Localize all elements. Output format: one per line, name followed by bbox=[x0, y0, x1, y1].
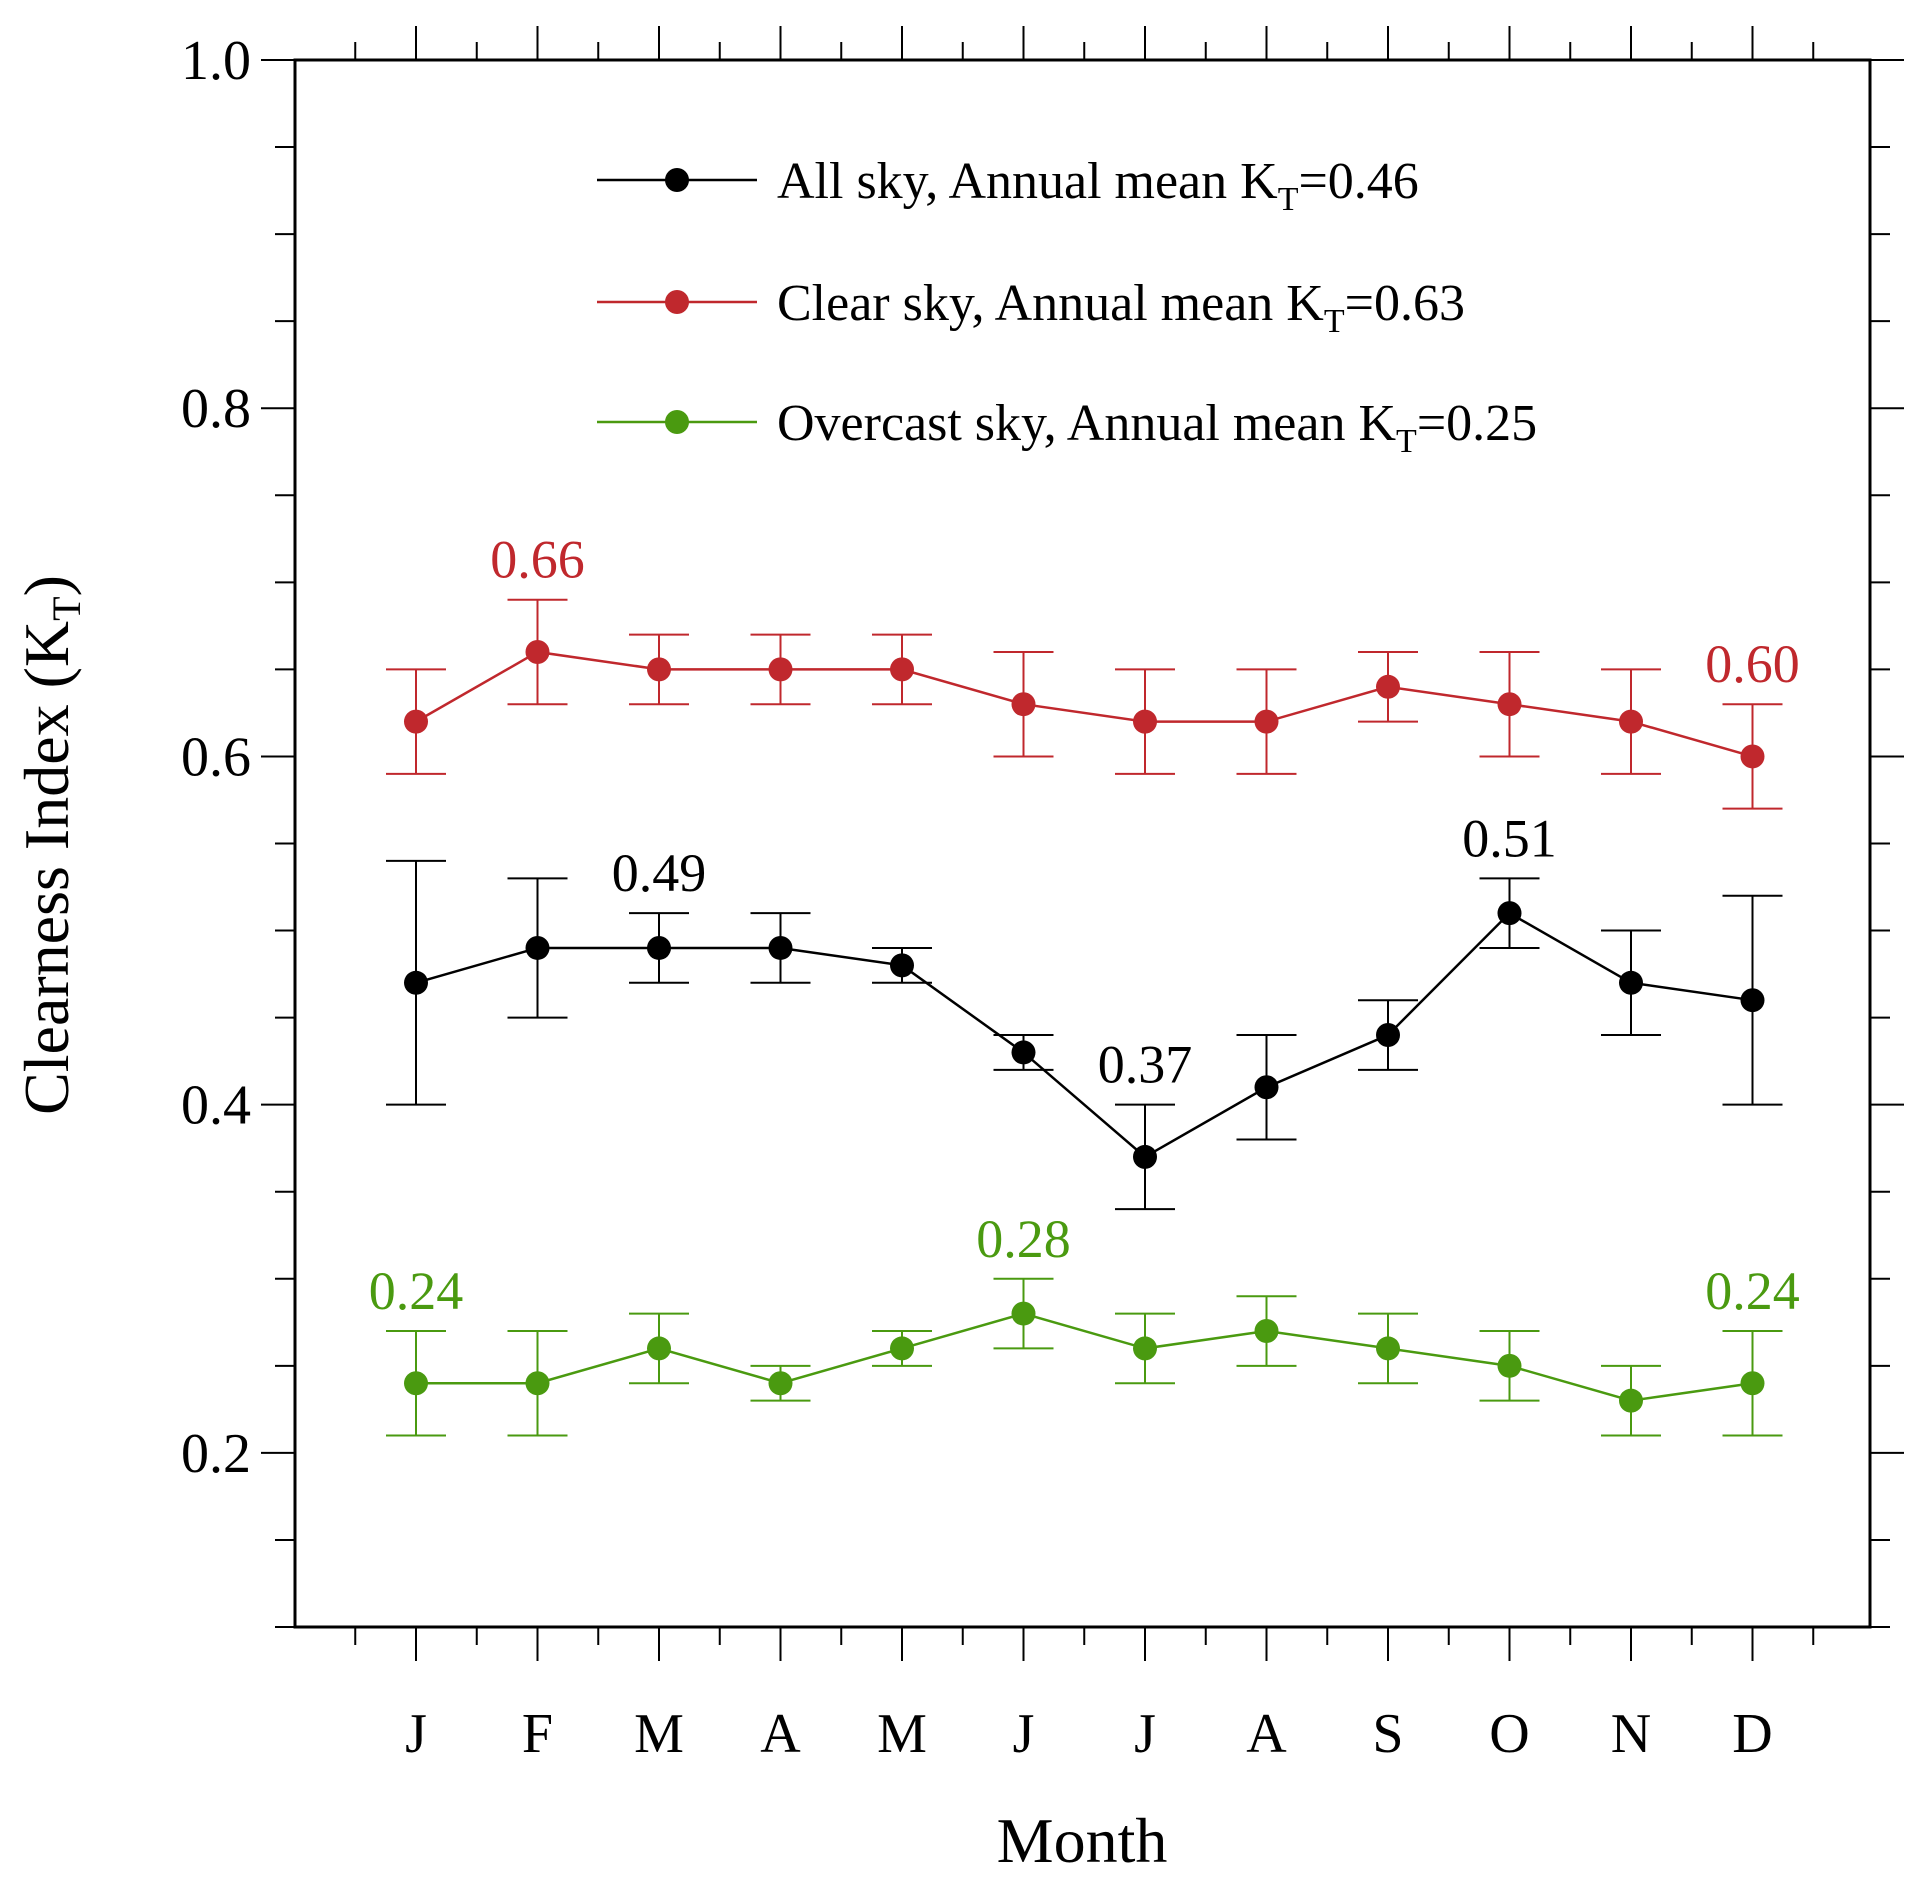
data-point bbox=[768, 657, 793, 682]
series-all-sky: 0.49 0.37 0.51 bbox=[386, 808, 1783, 1211]
y-tick-label: 0.2 bbox=[181, 1423, 251, 1485]
data-label: 0.51 bbox=[1462, 808, 1557, 868]
legend-label-main: All sky, Annual mean K bbox=[777, 153, 1278, 210]
data-point bbox=[768, 935, 793, 960]
data-point bbox=[1740, 744, 1765, 769]
data-point bbox=[1619, 709, 1643, 734]
legend-label-sub: T bbox=[1324, 303, 1345, 340]
series-overcast-sky: 0.24 0.28 0.24 bbox=[369, 1209, 1800, 1437]
x-tick-label: S bbox=[1372, 1703, 1403, 1765]
data-point bbox=[1497, 692, 1522, 717]
data-point bbox=[1133, 709, 1157, 734]
legend-label-end: =0.46 bbox=[1298, 153, 1418, 210]
data-label: 0.24 bbox=[369, 1261, 464, 1321]
data-point bbox=[1254, 709, 1279, 734]
y-tick-label: 0.8 bbox=[181, 378, 251, 440]
y-tick-label: 0.4 bbox=[181, 1075, 251, 1137]
data-point bbox=[890, 1336, 914, 1361]
series-clear-sky: 0.66 0.60 bbox=[386, 530, 1800, 810]
data-label: 0.49 bbox=[612, 843, 707, 903]
data-label: 0.37 bbox=[1098, 1035, 1193, 1095]
data-label: 0.24 bbox=[1705, 1261, 1800, 1321]
data-point bbox=[768, 1371, 793, 1396]
y-axis-title: Clearness Index (KT) bbox=[11, 575, 89, 1115]
data-point bbox=[404, 1371, 428, 1396]
legend-label-end: =0.63 bbox=[1345, 275, 1465, 332]
legend-swatch-marker bbox=[665, 168, 689, 192]
legend-swatch-marker bbox=[665, 410, 689, 434]
data-point bbox=[1497, 901, 1522, 926]
legend-label: Overcast sky, Annual mean KT=0.25 bbox=[777, 395, 1537, 460]
data-point bbox=[1740, 1371, 1765, 1396]
data-point bbox=[1254, 1075, 1279, 1100]
x-tick-label: F bbox=[522, 1703, 553, 1765]
legend-swatch-marker bbox=[665, 290, 689, 314]
data-point bbox=[525, 639, 550, 664]
data-point bbox=[1740, 988, 1765, 1013]
data-point bbox=[1376, 1023, 1400, 1048]
data-point bbox=[1011, 1040, 1036, 1065]
y-axis-title-main: Clearness Index (K bbox=[11, 621, 82, 1115]
x-tick-label: J bbox=[405, 1703, 427, 1765]
data-point bbox=[1133, 1144, 1157, 1169]
series-line bbox=[416, 1312, 1753, 1402]
legend-label-main: Overcast sky, Annual mean K bbox=[777, 395, 1396, 452]
data-point bbox=[647, 657, 671, 682]
x-tick-label: J bbox=[1013, 1703, 1035, 1765]
x-tick-label: N bbox=[1611, 1703, 1651, 1765]
data-label: 0.60 bbox=[1705, 634, 1800, 694]
x-tick-label: D bbox=[1732, 1703, 1772, 1765]
legend-label-main: Clear sky, Annual mean K bbox=[777, 275, 1324, 332]
data-point bbox=[525, 935, 550, 960]
data-point bbox=[1254, 1319, 1279, 1344]
data-point bbox=[1497, 1353, 1522, 1378]
x-tick-label: A bbox=[1246, 1703, 1287, 1765]
legend-label-end: =0.25 bbox=[1417, 395, 1537, 452]
legend-label-sub: T bbox=[1278, 181, 1299, 218]
data-label: 0.66 bbox=[490, 530, 585, 590]
data-point bbox=[1619, 970, 1643, 995]
data-point bbox=[1011, 1301, 1036, 1326]
series-line bbox=[415, 650, 1753, 758]
series-line bbox=[415, 911, 1753, 1159]
data-point bbox=[1011, 692, 1036, 717]
legend-label-sub: T bbox=[1396, 423, 1417, 460]
data-point bbox=[525, 1371, 550, 1396]
x-tick-label: J bbox=[1134, 1703, 1156, 1765]
data-point bbox=[1376, 1336, 1400, 1361]
x-tick-label: A bbox=[760, 1703, 801, 1765]
legend-label: Clear sky, Annual mean KT=0.63 bbox=[777, 275, 1465, 340]
y-tick-label: 0.6 bbox=[181, 726, 251, 788]
legend-item: Clear sky, Annual mean KT=0.63 bbox=[597, 275, 1465, 340]
data-point bbox=[647, 1336, 671, 1361]
data-point bbox=[890, 953, 914, 978]
data-point bbox=[404, 970, 428, 995]
y-tick-label: 1.0 bbox=[181, 30, 251, 92]
legend-item: Overcast sky, Annual mean KT=0.25 bbox=[597, 395, 1537, 460]
data-label: 0.28 bbox=[976, 1209, 1071, 1269]
x-tick-label: M bbox=[634, 1703, 684, 1765]
y-axis-ticks: 0.2 0.4 0.6 0.8 1.0 bbox=[181, 30, 1904, 1628]
data-point bbox=[647, 935, 671, 960]
data-point bbox=[1133, 1336, 1157, 1361]
x-axis-title: Month bbox=[997, 1805, 1168, 1876]
y-axis-title-end: ) bbox=[11, 575, 82, 596]
legend-label: All sky, Annual mean KT=0.46 bbox=[777, 153, 1419, 218]
data-point bbox=[890, 657, 914, 682]
data-point bbox=[1376, 674, 1400, 699]
data-point bbox=[404, 709, 428, 734]
x-tick-label: O bbox=[1489, 1703, 1529, 1765]
y-axis-title-sub: T bbox=[44, 596, 89, 620]
data-point bbox=[1619, 1388, 1643, 1413]
series-layer: 0.49 0.37 0.51 0.66 0.60 0.24 0.28 0.24 bbox=[369, 530, 1800, 1437]
legend-item: All sky, Annual mean KT=0.46 bbox=[597, 153, 1419, 218]
x-tick-label: M bbox=[877, 1703, 927, 1765]
